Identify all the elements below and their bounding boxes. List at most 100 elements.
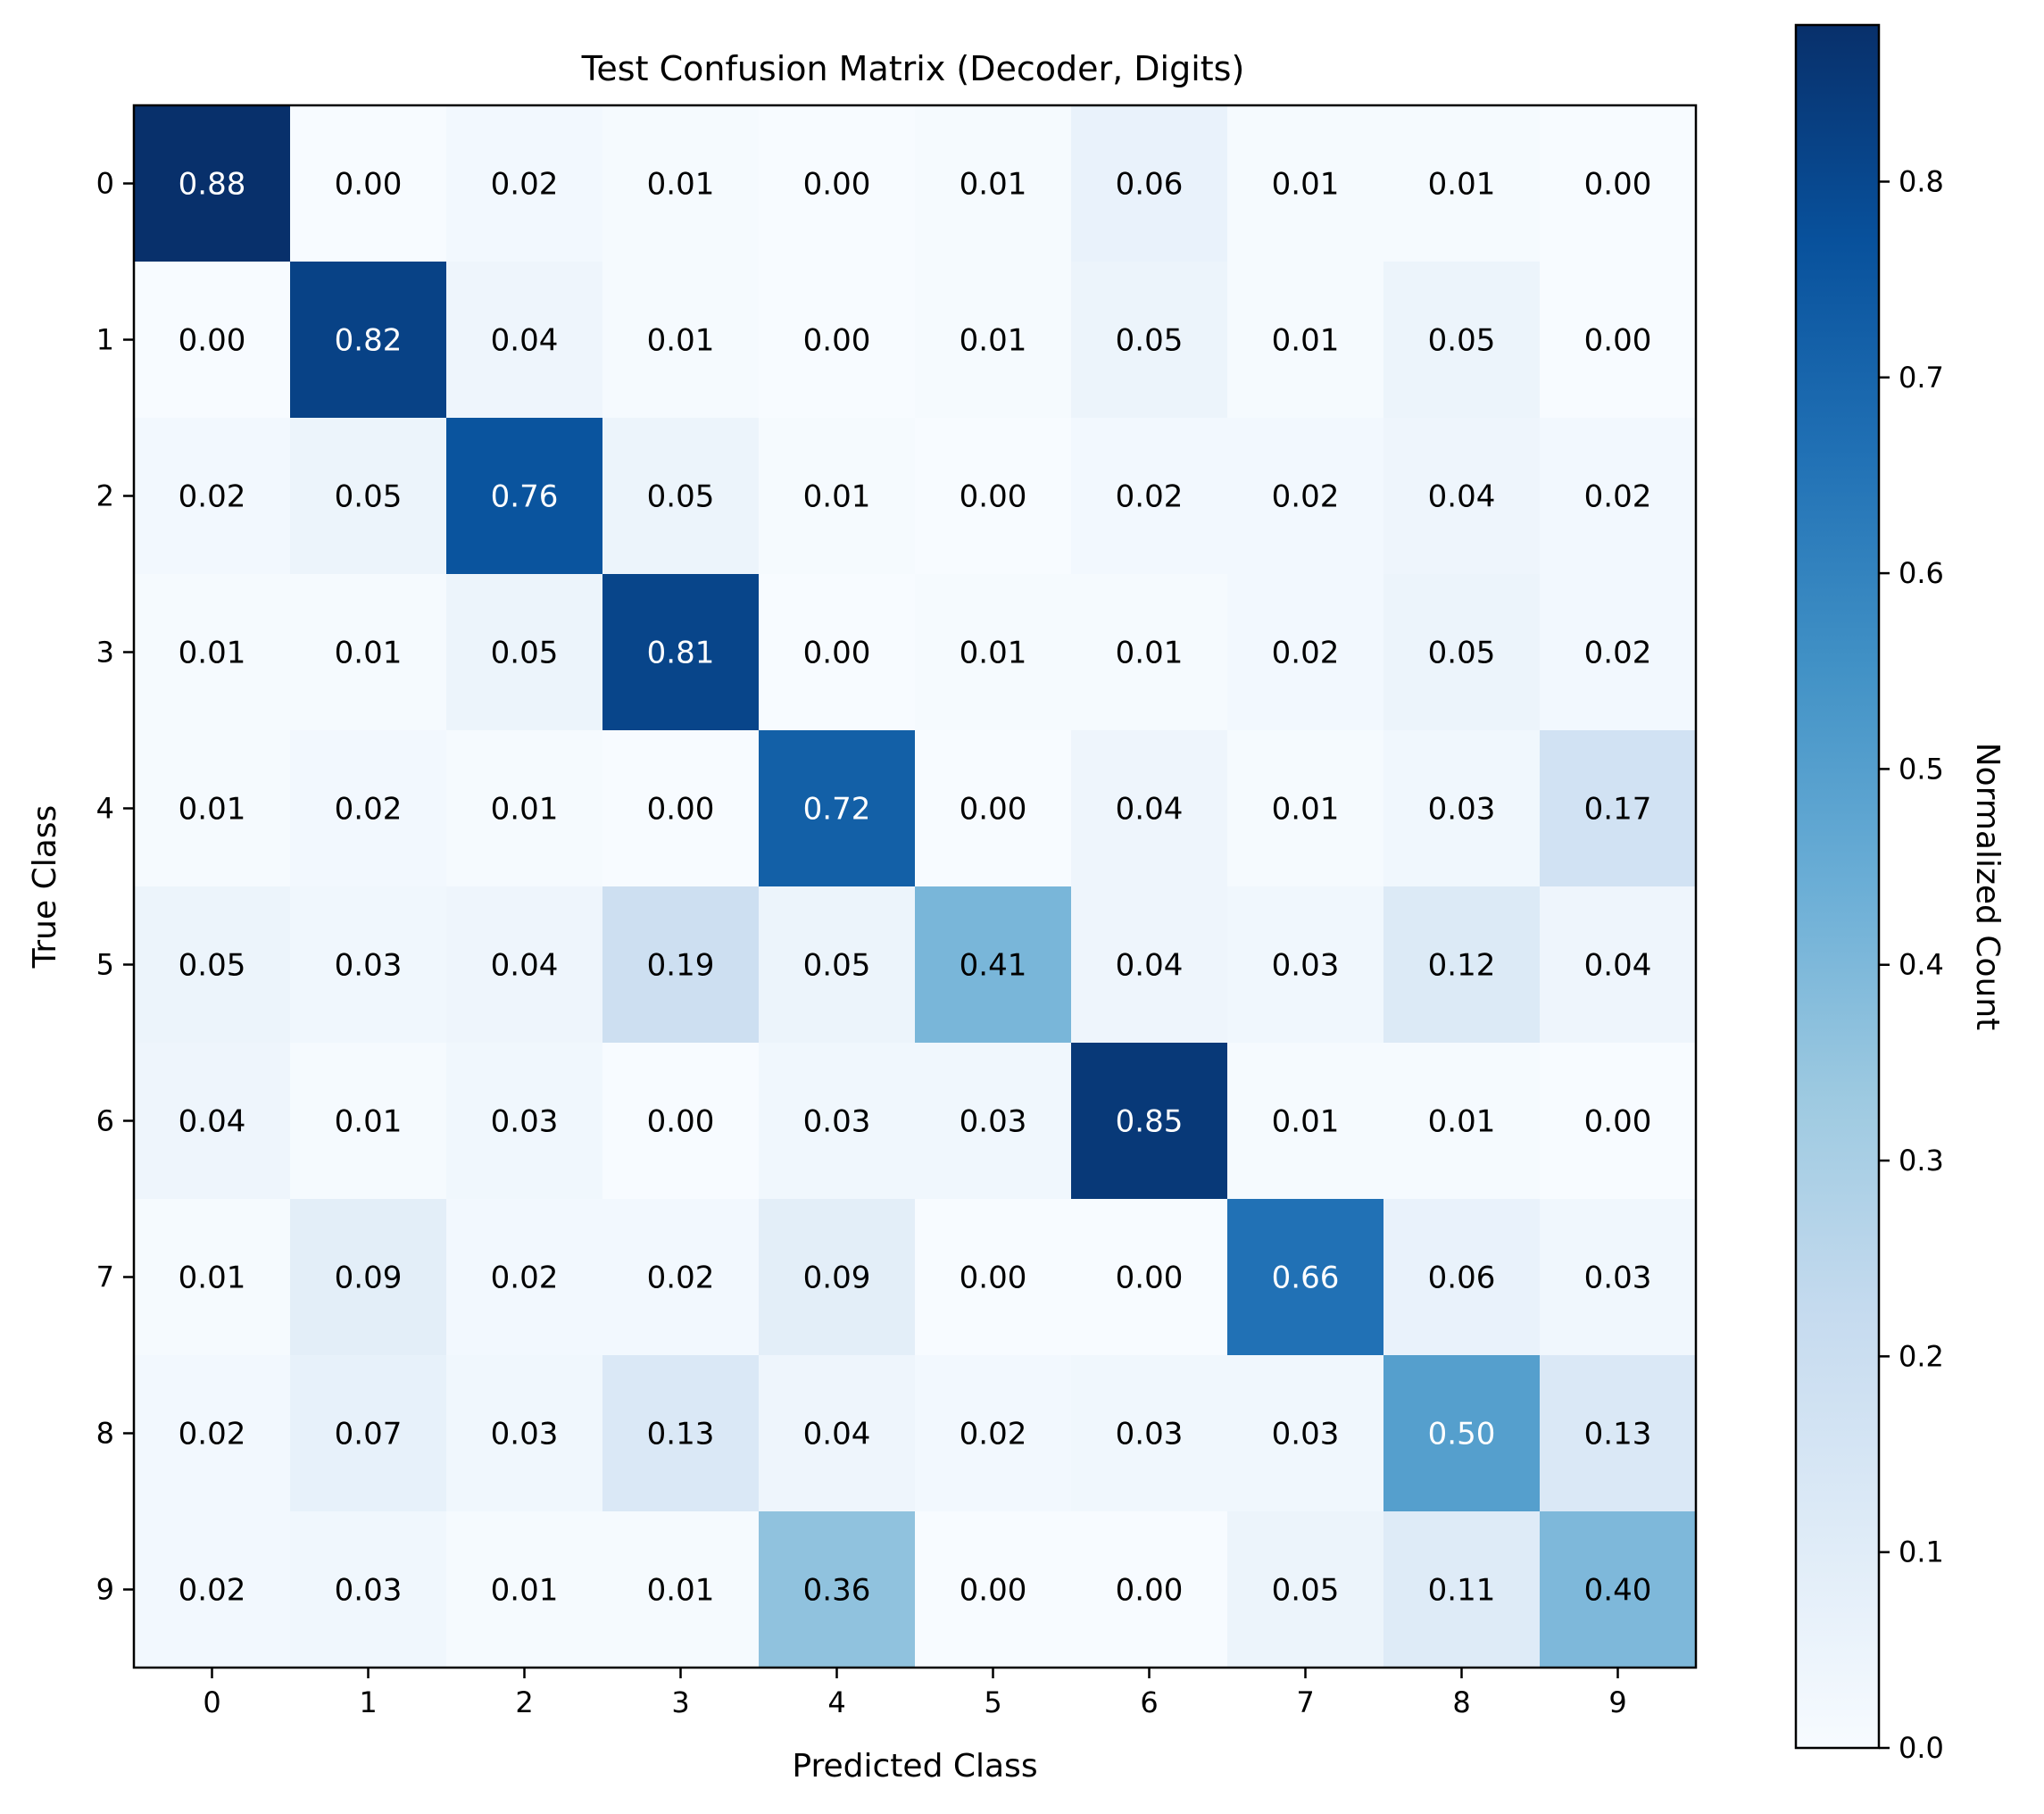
cell-value-label: 0.01 xyxy=(491,792,559,828)
cell-value-label: 0.02 xyxy=(960,1417,1027,1452)
heatmap-cell xyxy=(134,730,291,887)
cell-value-label: 0.00 xyxy=(1584,167,1652,203)
heatmap-cell xyxy=(446,1043,603,1200)
cell-value-label: 0.03 xyxy=(960,1104,1027,1140)
heatmap-cell xyxy=(1071,1199,1228,1356)
x-tick-label: 7 xyxy=(1296,1685,1314,1719)
cell-value-label: 0.02 xyxy=(335,792,403,828)
heatmap-cell xyxy=(1071,730,1228,887)
heatmap-cell xyxy=(915,730,1072,887)
heatmap-cell xyxy=(1540,105,1697,262)
cell-value-label: 0.03 xyxy=(1272,1417,1340,1452)
heatmap-cell xyxy=(1383,1355,1541,1512)
heatmap-cell xyxy=(1071,262,1228,419)
heatmap-cell xyxy=(602,1199,760,1356)
cell-value-label: 0.04 xyxy=(1428,479,1496,515)
heatmap-cell xyxy=(446,1199,603,1356)
heatmap-cell xyxy=(1071,574,1228,731)
cell-value-label: 0.01 xyxy=(1272,323,1340,359)
cell-value-label: 0.05 xyxy=(179,948,246,984)
heatmap-cell xyxy=(1227,1199,1384,1356)
cell-value-label: 0.04 xyxy=(803,1417,871,1452)
heatmap-cell xyxy=(290,1511,447,1668)
heatmap-cell xyxy=(602,1511,760,1668)
cell-value-label: 0.05 xyxy=(335,479,403,515)
cell-value-label: 0.00 xyxy=(1116,1573,1184,1609)
y-tick-label: 2 xyxy=(96,479,114,513)
y-tick-label: 1 xyxy=(96,323,114,357)
heatmap-cell xyxy=(602,105,760,262)
heatmap-cell xyxy=(1540,1355,1697,1512)
cell-value-label: 0.04 xyxy=(491,323,559,359)
cell-value-label: 0.66 xyxy=(1272,1261,1340,1296)
heatmap-cell xyxy=(290,886,447,1044)
cell-value-label: 0.00 xyxy=(960,792,1027,828)
cell-value-label: 0.05 xyxy=(1428,636,1496,671)
colorbar-tick-label: 0.3 xyxy=(1899,1144,1944,1177)
y-tick-label: 0 xyxy=(96,167,114,201)
y-axis-ticks: 0 1 2 3 4 5 6 7 8 9 xyxy=(96,167,134,1607)
plot-frame xyxy=(132,104,1698,1669)
cell-value-label: 0.01 xyxy=(1272,792,1340,828)
cell-value-label: 0.02 xyxy=(1584,479,1652,515)
heatmap-cell xyxy=(1383,886,1541,1044)
cell-value-label: 0.01 xyxy=(647,323,715,359)
cell-value-label: 0.40 xyxy=(1584,1573,1652,1609)
cell-value-label: 0.02 xyxy=(491,167,559,203)
cell-value-label: 0.03 xyxy=(335,948,403,984)
heatmap-cell xyxy=(1227,1043,1384,1200)
heatmap-cell xyxy=(290,1199,447,1356)
heatmap-cell xyxy=(602,574,760,731)
heatmap-cell xyxy=(134,105,291,262)
heatmap-cell xyxy=(290,105,447,262)
heatmap-cell-labels: 0.88 0.00 0.02 0.01 0.00 0.01 0.06 0.01 0.01 0.00… xyxy=(179,167,1652,1609)
cell-value-label: 0.04 xyxy=(1116,948,1184,984)
cell-value-label: 0.06 xyxy=(1428,1261,1496,1296)
heatmap-cell xyxy=(915,105,1072,262)
y-axis-label: True Class xyxy=(27,805,63,969)
cell-value-label: 0.02 xyxy=(179,479,246,515)
colorbar-tick-label: 0.4 xyxy=(1899,948,1944,982)
cell-value-label: 0.03 xyxy=(803,1104,871,1140)
cell-value-label: 0.04 xyxy=(1116,792,1184,828)
x-tick-label: 6 xyxy=(1140,1685,1158,1719)
x-tick-label: 4 xyxy=(827,1685,845,1719)
cell-value-label: 0.02 xyxy=(179,1417,246,1452)
cell-value-label: 0.01 xyxy=(960,323,1027,359)
cell-value-label: 0.05 xyxy=(647,479,715,515)
heatmap-cell xyxy=(1383,262,1541,419)
heatmap-cell xyxy=(915,418,1072,575)
heatmap-cell xyxy=(759,886,916,1044)
cell-value-label: 0.06 xyxy=(1116,167,1184,203)
heatmap-cell xyxy=(134,1043,291,1200)
heatmap-cell xyxy=(446,574,603,731)
cell-value-label: 0.00 xyxy=(647,1104,715,1140)
heatmap-cell xyxy=(134,1511,291,1668)
heatmap-cell xyxy=(290,418,447,575)
x-axis-label: Predicted Class xyxy=(792,1748,1037,1785)
cell-value-label: 0.04 xyxy=(1584,948,1652,984)
cell-value-label: 0.41 xyxy=(960,948,1027,984)
heatmap-cell xyxy=(915,1355,1072,1512)
heatmap-cell xyxy=(602,730,760,887)
heatmap-cell xyxy=(1071,1511,1228,1668)
heatmap-cell xyxy=(759,1511,916,1668)
cell-value-label: 0.00 xyxy=(1116,1261,1184,1296)
cell-value-label: 0.13 xyxy=(647,1417,715,1452)
heatmap-cell xyxy=(1227,262,1384,419)
y-tick-label: 4 xyxy=(96,792,114,826)
heatmap-cell xyxy=(1071,1355,1228,1512)
heatmap-cells xyxy=(134,105,1697,1668)
cell-value-label: 0.03 xyxy=(335,1573,403,1609)
cell-value-label: 0.01 xyxy=(491,1573,559,1609)
cell-value-label: 0.01 xyxy=(335,1104,403,1140)
colorbar-tick-label: 0.1 xyxy=(1899,1535,1944,1569)
cell-value-label: 0.01 xyxy=(179,1261,246,1296)
cell-value-label: 0.02 xyxy=(647,1261,715,1296)
cell-value-label: 0.01 xyxy=(647,1573,715,1609)
heatmap-cell xyxy=(1383,1199,1541,1356)
cell-value-label: 0.36 xyxy=(803,1573,871,1609)
heatmap-cell xyxy=(602,418,760,575)
cell-value-label: 0.01 xyxy=(1428,1104,1496,1140)
